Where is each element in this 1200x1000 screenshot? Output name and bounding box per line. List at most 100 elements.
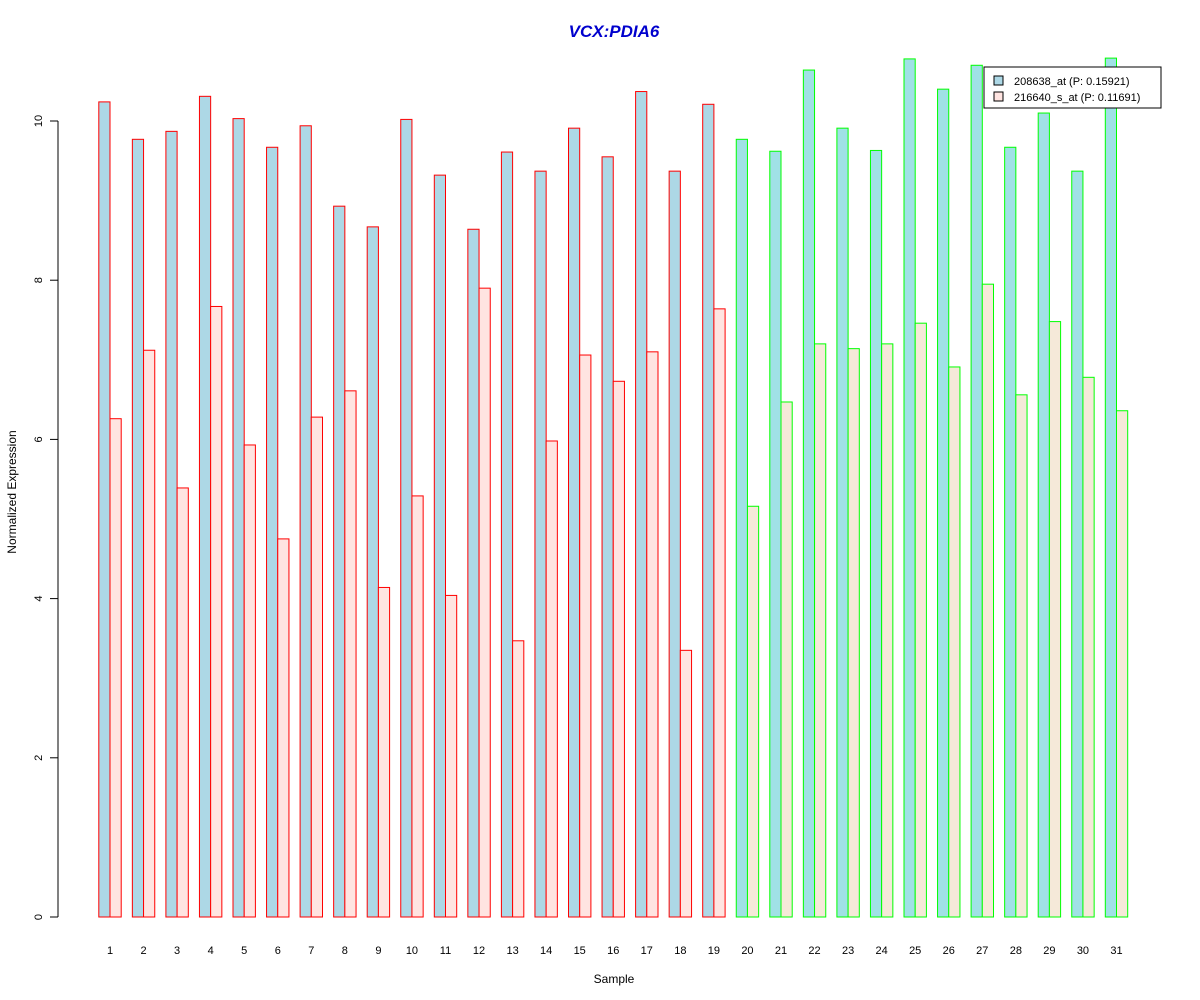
bar-series2-sample-8 — [344, 390, 357, 918]
bar-series1-sample-3 — [165, 130, 178, 918]
bar-series1-sample-29 — [1037, 112, 1050, 918]
bar-series1-sample-27 — [970, 64, 983, 918]
legend-swatch-2 — [993, 91, 1004, 102]
bar-series1-sample-25 — [903, 58, 916, 918]
x-tick-label-8: 8 — [342, 945, 348, 957]
bar-series1-sample-2 — [131, 138, 145, 918]
bar-series1-sample-16 — [601, 156, 614, 918]
bar-series2-sample-27 — [981, 283, 994, 918]
x-tick-label-3: 3 — [174, 945, 180, 957]
bar-series2-sample-15 — [579, 354, 592, 918]
x-tick-label-11: 11 — [440, 945, 451, 957]
y-tick-label-8: 8 — [33, 277, 45, 283]
bar-series2-sample-21 — [780, 401, 793, 918]
bar-series1-sample-12 — [467, 228, 480, 918]
bar-series1-sample-31 — [1104, 57, 1118, 918]
x-tick-label-4: 4 — [208, 945, 214, 957]
bar-series1-sample-15 — [568, 127, 581, 918]
x-tick-label-6: 6 — [275, 945, 281, 957]
x-tick-label-29: 29 — [1043, 945, 1055, 957]
bar-series1-sample-28 — [1004, 146, 1017, 918]
y-tick-label-10: 10 — [33, 115, 45, 127]
bar-series1-sample-1 — [98, 101, 111, 918]
bar-series2-sample-30 — [1082, 376, 1095, 918]
bar-series2-sample-2 — [143, 349, 156, 918]
bar-series2-sample-18 — [679, 649, 693, 918]
y-tick-label-0: 0 — [33, 914, 45, 920]
x-tick-label-10: 10 — [406, 945, 418, 957]
bar-series2-sample-17 — [646, 351, 659, 918]
x-tick-label-5: 5 — [241, 945, 247, 957]
y-axis: 0 2 4 6 8 10 — [33, 115, 59, 920]
bar-series2-sample-20 — [746, 505, 760, 918]
bar-series2-sample-31 — [1116, 410, 1129, 918]
bar-series1-sample-7 — [299, 125, 312, 918]
legend-box — [983, 66, 1162, 109]
bar-series1-sample-26 — [937, 88, 950, 918]
bar-series1-sample-8 — [333, 205, 346, 918]
bar-series1-sample-19 — [702, 103, 715, 918]
bar-series2-sample-23 — [847, 348, 860, 918]
bar-series1-sample-18 — [668, 170, 681, 918]
x-tick-label-24: 24 — [876, 945, 888, 957]
bar-series2-sample-12 — [478, 287, 491, 918]
bar-series1-sample-22 — [802, 69, 816, 918]
bar-series1-sample-5 — [232, 118, 245, 918]
bar-series1-sample-14 — [534, 170, 547, 918]
y-tick-label-6: 6 — [33, 436, 45, 442]
bar-series1-sample-4 — [198, 95, 212, 918]
legend-label-2: 216640_s_at (P: 0.11691) — [1014, 92, 1140, 104]
x-axis: 1 2 3 4 5 6 7 8 9 10 11 12 13 14 15 16 17 18 19 20 21 22 23 24 2… — [107, 945, 1123, 957]
bar-series2-sample-22 — [814, 343, 827, 918]
legend-swatch-1 — [993, 75, 1004, 86]
x-tick-label-19: 19 — [708, 945, 720, 957]
bar-series2-sample-14 — [545, 440, 558, 918]
bar-series2-sample-25 — [914, 322, 927, 918]
bar-series2-sample-3 — [176, 487, 189, 918]
bar-series2-sample-10 — [411, 495, 424, 918]
bar-series2-sample-16 — [612, 380, 625, 918]
bar-series2-sample-11 — [445, 594, 458, 918]
x-tick-label-17: 17 — [641, 945, 653, 957]
bar-series1-sample-21 — [769, 150, 782, 918]
bar-series2-sample-5 — [243, 444, 256, 918]
bars-layer — [98, 57, 1129, 918]
bar-series2-sample-9 — [377, 586, 391, 918]
bar-series1-sample-17 — [635, 91, 648, 918]
x-tick-label-1: 1 — [107, 945, 113, 957]
bar-series2-sample-1 — [109, 418, 122, 918]
x-tick-label-27: 27 — [976, 945, 988, 957]
x-tick-label-20: 20 — [741, 945, 753, 957]
bar-series1-sample-13 — [500, 151, 514, 918]
x-tick-label-2: 2 — [140, 945, 146, 957]
x-tick-label-13: 13 — [506, 945, 518, 957]
x-tick-label-22: 22 — [808, 945, 820, 957]
bar-series2-sample-13 — [512, 640, 525, 918]
bar-series1-sample-23 — [836, 127, 849, 918]
x-tick-label-18: 18 — [674, 945, 686, 957]
x-tick-label-12: 12 — [473, 945, 485, 957]
x-tick-label-7: 7 — [308, 945, 314, 957]
x-axis-title: Sample — [594, 972, 635, 986]
x-tick-label-28: 28 — [1010, 945, 1022, 957]
bar-series2-sample-4 — [210, 305, 223, 918]
y-tick-label-2: 2 — [33, 755, 45, 761]
bar-series1-sample-10 — [400, 118, 413, 918]
x-tick-label-30: 30 — [1077, 945, 1089, 957]
bar-series1-sample-11 — [433, 174, 446, 918]
bar-series1-sample-6 — [266, 146, 279, 918]
x-tick-label-9: 9 — [375, 945, 381, 957]
x-tick-label-25: 25 — [909, 945, 921, 957]
x-tick-label-21: 21 — [775, 945, 787, 957]
bar-series1-sample-20 — [735, 138, 748, 918]
chart-title: VCX:PDIA6 — [569, 22, 660, 41]
y-tick-label-4: 4 — [33, 596, 45, 602]
bar-series2-sample-6 — [277, 538, 290, 918]
bar-series2-sample-7 — [310, 416, 323, 918]
x-tick-label-14: 14 — [540, 945, 552, 957]
legend-label-1: 208638_at (P: 0.15921) — [1014, 76, 1130, 88]
bar-series1-sample-24 — [869, 149, 883, 918]
y-axis-title: Normalized Expression — [5, 430, 19, 553]
bar-series1-sample-30 — [1071, 170, 1084, 918]
